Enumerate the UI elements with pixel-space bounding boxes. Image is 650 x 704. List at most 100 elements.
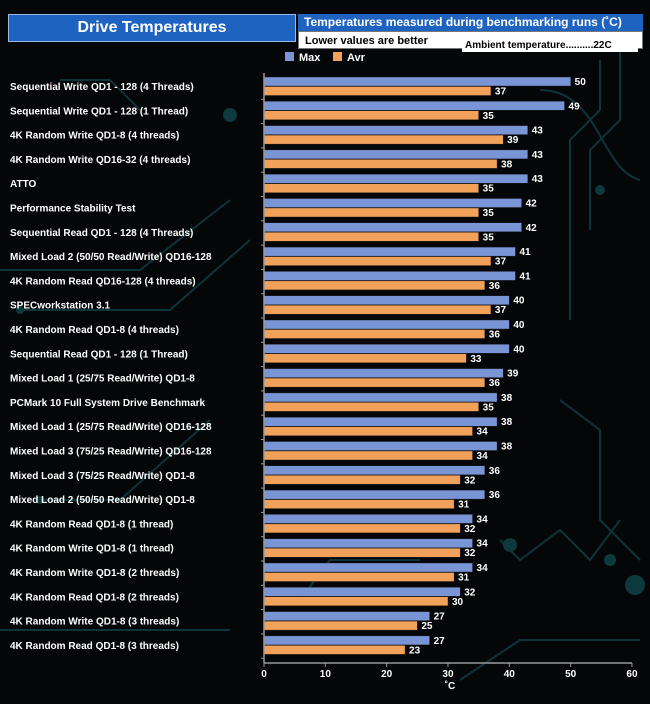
bar-avr [263, 353, 467, 363]
value-label-avr: 35 [483, 111, 495, 122]
bar-max [263, 562, 473, 573]
bar-max [263, 368, 504, 378]
bar-avr [263, 620, 418, 631]
value-label-max: 27 [434, 612, 446, 623]
category-label: 4K Random Write QD1-8 (4 threads) [10, 131, 179, 142]
value-label-avr: 33 [470, 354, 482, 365]
bar-max [263, 101, 565, 111]
bar-max [263, 392, 498, 403]
legend-swatch-max [285, 52, 294, 61]
bar-avr [263, 572, 455, 582]
value-label-max: 41 [519, 247, 531, 258]
value-label-avr: 34 [477, 451, 489, 462]
value-label-max: 43 [532, 150, 544, 161]
bar-avr [263, 280, 485, 291]
category-label: Mixed Load 2 (50/50 Read/Write) QD1-8 [10, 495, 195, 506]
bar-avr [263, 86, 492, 96]
value-label-max: 42 [526, 199, 538, 210]
bar-max [263, 319, 510, 330]
bar-max [263, 465, 485, 475]
value-label-max: 38 [501, 442, 513, 453]
bar-avr [263, 645, 406, 655]
value-label-avr: 35 [483, 232, 495, 243]
value-label-max: 42 [526, 223, 538, 234]
bar-avr [263, 523, 461, 534]
value-label-max: 36 [489, 466, 501, 477]
x-tick-label: 50 [565, 669, 577, 680]
category-label: 4K Random Write QD16-32 (4 threads) [10, 155, 190, 166]
value-label-avr: 31 [458, 500, 470, 511]
value-label-max: 34 [477, 563, 489, 574]
x-tick-label: 10 [320, 669, 332, 680]
bar-avr [263, 110, 479, 121]
value-label-avr: 39 [507, 135, 519, 146]
value-label-avr: 25 [421, 621, 433, 632]
value-label-avr: 23 [409, 645, 421, 656]
bar-avr [263, 329, 485, 339]
value-label-avr: 35 [483, 208, 495, 219]
value-label-max: 27 [434, 636, 446, 647]
x-tick-label: 60 [626, 669, 638, 680]
value-label-avr: 37 [495, 257, 507, 268]
value-label-max: 40 [513, 320, 525, 331]
category-label: 4K Random Read QD16-128 (4 threads) [10, 276, 196, 287]
value-label-max: 40 [513, 296, 525, 307]
category-label: Mixed Load 2 (50/50 Read/Write) QD16-128 [10, 252, 212, 263]
bar-max [263, 198, 522, 208]
bar-max [263, 125, 528, 135]
value-label-avr: 38 [501, 159, 513, 170]
bar-max [263, 246, 516, 257]
category-label: Performance Stability Test [10, 204, 136, 215]
category-label: 4K Random Read QD1-8 (4 threads) [10, 325, 179, 336]
category-label: 4K Random Write QD1-8 (3 threads) [10, 617, 179, 628]
bar-max [263, 587, 461, 597]
bar-max [263, 611, 430, 621]
bar-max [263, 344, 510, 354]
bar-avr [263, 305, 492, 315]
value-label-avr: 35 [483, 184, 495, 195]
bar-avr [263, 596, 449, 606]
x-tick-label: 30 [442, 669, 454, 680]
value-label-max: 38 [501, 393, 513, 404]
category-labels: Sequential Write QD1 - 128 (4 Threads) Se… [10, 82, 212, 652]
chart-title: Drive Temperatures [8, 14, 296, 42]
bar-avr [263, 377, 485, 388]
bar-max [263, 635, 430, 646]
bar-max [263, 441, 498, 451]
bar-max [263, 417, 498, 427]
category-label: Mixed Load 3 (75/25 Read/Write) QD16-128 [10, 447, 212, 458]
category-label: ATTO [10, 179, 37, 190]
bar-avr [263, 475, 461, 485]
value-labels: 50 37 49 35 43 39 43 38 43 35 42 35 42 35 41 37 41 36 40 37… [409, 77, 586, 656]
bar-avr [263, 256, 492, 266]
value-label-avr: 36 [489, 281, 501, 292]
bar-avr [263, 183, 479, 193]
category-label: Sequential Read QD1 - 128 (4 Threads) [10, 228, 193, 239]
x-axis-label: ˚C [445, 680, 456, 692]
value-label-avr: 36 [489, 378, 501, 389]
chart-subtitle: Temperatures measured during benchmarkin… [298, 14, 643, 31]
bar-avr [263, 548, 461, 558]
bar-max [263, 149, 528, 160]
category-label: Sequential Write QD1 - 128 (1 Thread) [10, 106, 188, 117]
bar-avr [263, 207, 479, 218]
bar-avr [263, 402, 479, 412]
category-label: SPECworkstation 3.1 [10, 301, 110, 312]
category-label: 4K Random Read QD1-8 (1 thread) [10, 519, 173, 530]
bar-max [263, 271, 516, 281]
category-label: 4K Random Read QD1-8 (3 threads) [10, 641, 179, 652]
bar-avr [263, 426, 473, 436]
bar-avr [263, 499, 455, 509]
value-label-max: 32 [464, 587, 476, 598]
bar-avr [263, 232, 479, 242]
category-label: Sequential Read QD1 - 128 (1 Thread) [10, 349, 188, 360]
value-label-avr: 32 [464, 475, 476, 486]
x-axis: 0 10 20 30 40 50 60 ˚C [261, 73, 638, 692]
category-label: Mixed Load 1 (25/75 Read/Write) QD16-128 [10, 422, 212, 433]
value-label-max: 50 [575, 77, 587, 88]
value-label-avr: 37 [495, 87, 507, 98]
value-label-avr: 30 [452, 597, 464, 608]
